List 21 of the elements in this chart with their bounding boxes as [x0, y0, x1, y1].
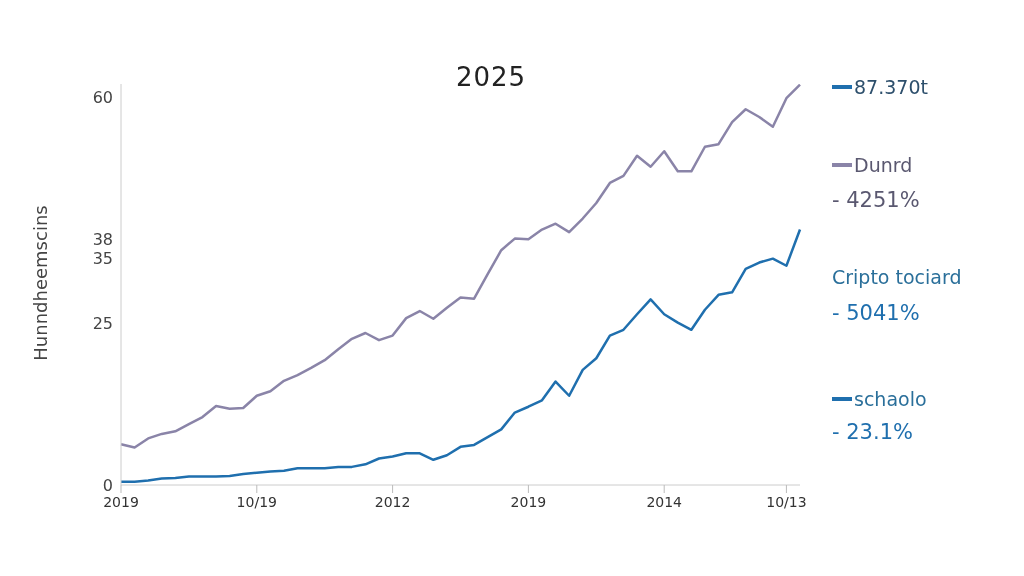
text: - 5041%: [832, 301, 920, 325]
chart-title: 2025: [454, 62, 528, 92]
x-tick-label: 2019: [103, 494, 139, 510]
x-tick-label: 10/13: [766, 494, 807, 510]
y-tick-label: 60: [92, 87, 113, 107]
text: - 23.1%: [832, 420, 913, 444]
y-tick-label: 25: [92, 313, 113, 333]
legend-label: Dunrd: [854, 154, 913, 176]
x-tick-label: 10/19: [236, 494, 277, 510]
y-axis-title: Hunndheemscins: [29, 205, 51, 361]
x-tick-label: 2019: [510, 494, 547, 510]
text: Cripto tociard: [832, 266, 962, 288]
text: - 4251%: [832, 188, 920, 212]
y-tick-label: 0: [102, 475, 113, 495]
text: 87.370t: [854, 76, 928, 98]
legend-label: schaolo: [854, 388, 927, 410]
x-tick-label: 2014: [646, 494, 683, 510]
y-tick-label: 38: [92, 229, 113, 249]
line-series: [119, 84, 802, 449]
y-tick-label: 35: [92, 249, 113, 269]
x-tick-label: 2012: [374, 494, 411, 510]
